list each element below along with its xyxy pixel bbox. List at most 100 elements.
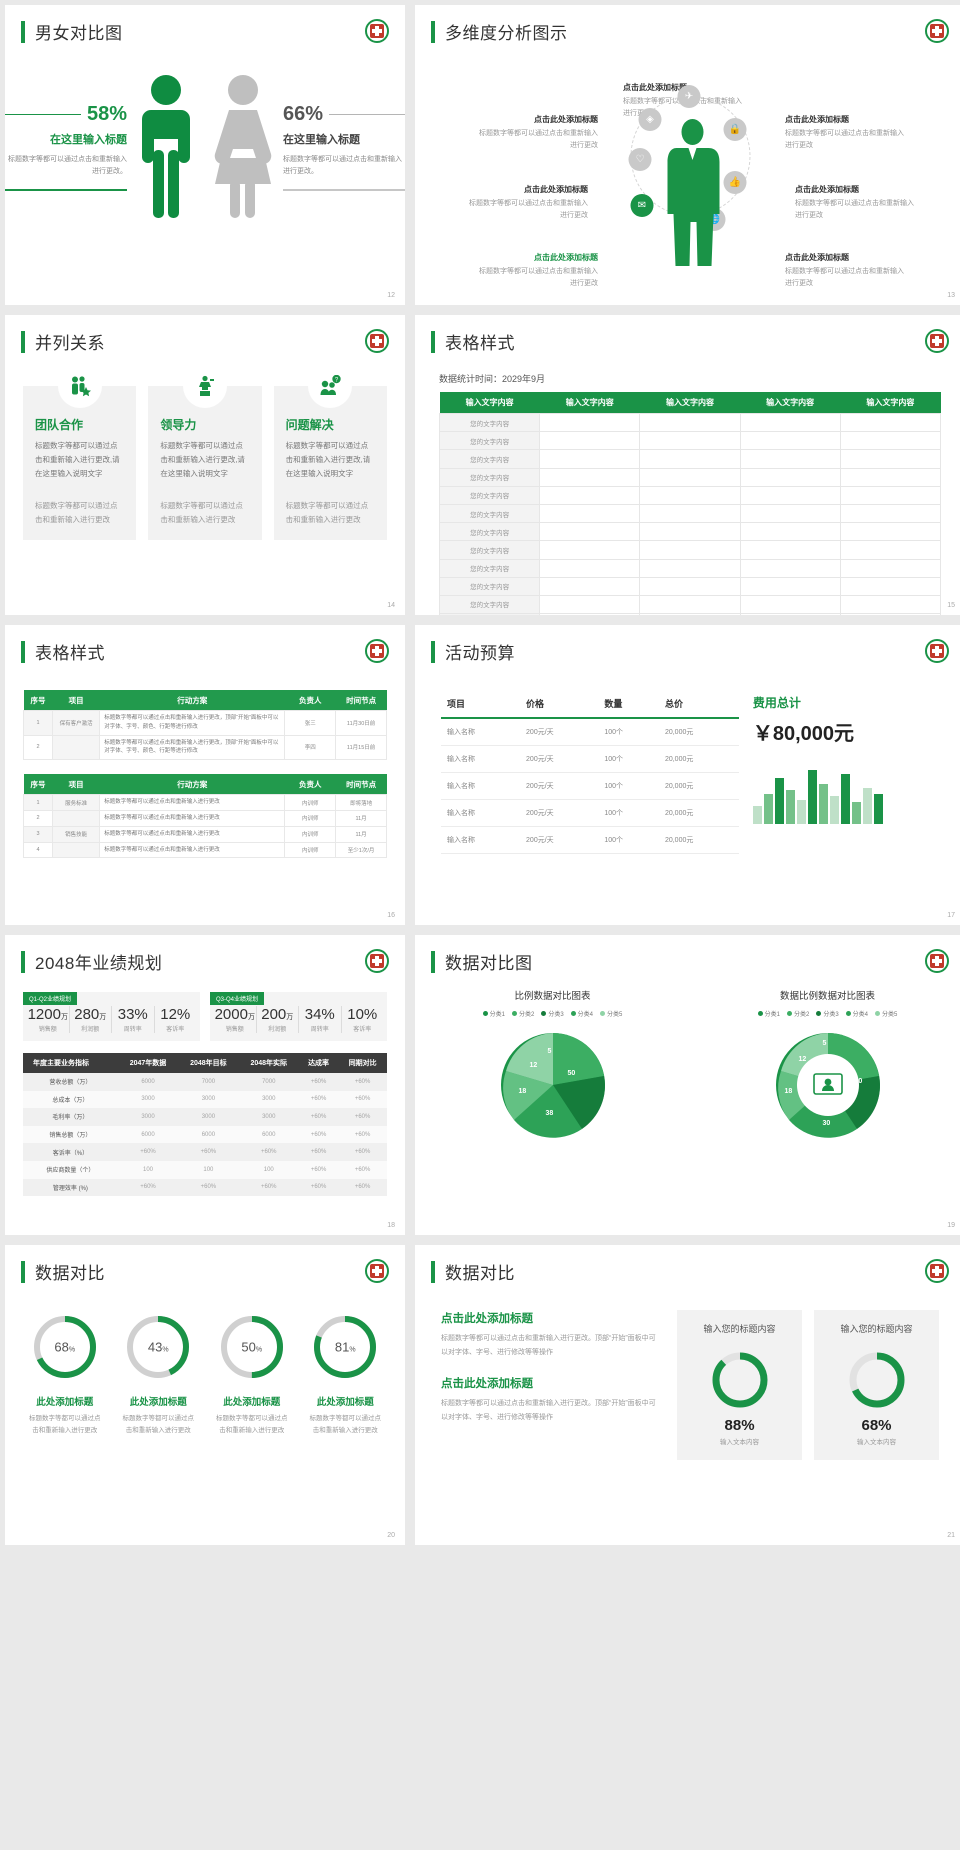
rocket-icon[interactable]: ✈	[677, 85, 701, 108]
donut-chart[interactable]: 50 30 18 12 5	[769, 1026, 887, 1144]
comparison-card[interactable]: 输入您的标题内容 88% 输入文本内容	[677, 1310, 803, 1460]
table-row[interactable]: 您的文字内容	[438, 522, 942, 542]
slide-multidimensional-analysis[interactable]: 多维度分析图示 点击此处添加标题 标题数字等都可以通过点击和重新输入进行更改 点…	[415, 5, 960, 305]
table-row[interactable]: 您的文字内容	[438, 412, 942, 433]
table-row[interactable]: 您的文字内容	[438, 594, 942, 615]
table-cell[interactable]	[539, 558, 641, 578]
table-cell[interactable]	[839, 576, 942, 596]
table-row[interactable]: 2 标题数字等都可以通过点击和重新输入进行更改 内训师 11月	[22, 809, 387, 827]
table-row[interactable]: 您的文字内容	[438, 431, 942, 451]
table-cell[interactable]	[739, 449, 841, 469]
table-cell[interactable]	[639, 540, 741, 560]
slide-data-comparison-cards[interactable]: 数据对比 点击此处添加标题 标题数字等都可以通过点击和重新输入进行更改。顶部“开始…	[415, 1245, 960, 1545]
parallel-card-leadership[interactable]: 领导力 标题数字等都可以通过点击和重新输入进行更改,请在这里输入说明文字 标题数…	[148, 364, 262, 541]
table-cell[interactable]	[839, 485, 942, 505]
table-cell[interactable]	[639, 503, 741, 524]
table-cell[interactable]	[739, 431, 841, 451]
table-cell[interactable]	[839, 431, 942, 451]
table-row[interactable]: 毛利率（万） 3000 3000 3000 +60% +60%	[23, 1108, 387, 1126]
table-row[interactable]: 总成本（万） 3000 3000 3000 +60% +60%	[23, 1090, 387, 1109]
slide-gender-comparison[interactable]: 男女对比图 58% 在这里输入标题 标题数字等都可以通过点击和重新输入进行更改。	[5, 5, 405, 305]
blank-data-table[interactable]: 输入文字内容 输入文字内容 输入文字内容 输入文字内容 输入文字内容 您的文字内容 您的文…	[438, 392, 942, 615]
heart-icon[interactable]: ♡	[628, 148, 652, 171]
budget-table[interactable]: 项目 价格 数量 总价 输入名称 200元/天 100个 20,000元 输入名称 200元/天…	[441, 690, 739, 854]
table-cell[interactable]	[839, 594, 942, 615]
annual-indicators-table[interactable]: 年度主要业务指标 2047年数据 2048年目标 2048年实际 达成率 同期对比 营收总…	[23, 1053, 387, 1197]
parallel-card-problem-solving[interactable]: ? 问题解决 标题数字等都可以通过点击和重新输入进行更改,请在这里输入说明文字 …	[273, 364, 387, 541]
table-cell[interactable]	[839, 449, 942, 469]
table-row[interactable]: 您的文字内容	[438, 613, 942, 615]
table-cell[interactable]	[539, 467, 641, 487]
table-cell[interactable]	[739, 540, 841, 560]
table-cell[interactable]	[639, 431, 741, 451]
table-cell[interactable]	[739, 558, 841, 578]
table-cell[interactable]	[539, 431, 641, 451]
slide-parallel-relationship[interactable]: 并列关系 团队合作 标题数字等都可以通过点击和重新输入进行更改,请在这里输入说明…	[5, 315, 405, 615]
table-row[interactable]: 您的文字内容	[438, 576, 942, 596]
table-row[interactable]: 1 服务标准 标题数字等都可以通过点击和重新输入进行更改 内训师 即将落地	[22, 794, 387, 811]
lock-icon[interactable]: 🔒	[723, 118, 747, 141]
table-cell[interactable]	[539, 613, 641, 615]
table-cell[interactable]	[539, 540, 641, 560]
table-cell[interactable]	[639, 558, 741, 578]
action-plan-table-1[interactable]: 序号 项目 行动方案 负责人 时间节点 1 保有客户激活 标题数字等都可以通过点击和重新输入…	[22, 690, 387, 761]
table-row[interactable]: 您的文字内容	[438, 558, 942, 578]
table-cell[interactable]	[539, 412, 641, 433]
table-cell[interactable]	[839, 467, 942, 487]
slide-table-style-blank[interactable]: 表格样式 数据统计时间：2029年9月 输入文字内容 输入文字内容 输入文字内容 输入…	[415, 315, 960, 615]
ring-stat[interactable]: 68% 此处添加标题 标题数字等都可以通过点击和重新输入进行更改	[21, 1314, 109, 1436]
parallel-card-teamwork[interactable]: 团队合作 标题数字等都可以通过点击和重新输入进行更改,请在这里输入说明文字 标题…	[23, 364, 137, 541]
kpi-box[interactable]: Q1-Q2业绩规划 1200万 销售额 280万 利润额 33% 周转率 12% 客诉率	[23, 992, 200, 1041]
table-row[interactable]: 客诉率（%） +60% +60% +60% +60% +60%	[23, 1143, 387, 1161]
ring-stat[interactable]: 81% 此处添加标题 标题数字等都可以通过点击和重新输入进行更改	[302, 1314, 390, 1436]
table-cell[interactable]	[839, 503, 942, 524]
slide-annual-business-plan[interactable]: 2048年业绩规划 Q1-Q2业绩规划 1200万 销售额 280万 利润额 33% 周转率…	[5, 935, 405, 1235]
md-label-3[interactable]: 点击此处添加标题 标题数字等都可以通过点击和重新输入进行更改	[463, 184, 588, 221]
table-cell[interactable]	[739, 412, 841, 433]
slide-data-comparison-charts[interactable]: 数据对比图 比例数据对比图表 分类1 分类2 分类3 分类4 分类5 50	[415, 935, 960, 1235]
table-cell[interactable]	[739, 522, 841, 542]
table-cell[interactable]	[539, 594, 641, 615]
table-cell[interactable]	[639, 485, 741, 505]
slide-table-style-action-plan[interactable]: 表格样式 序号 项目 行动方案 负责人 时间节点 1 保有客户激活 标题数字等都可以通过点击…	[5, 625, 405, 925]
mail-icon[interactable]: ✉	[630, 194, 654, 217]
table-cell[interactable]	[839, 540, 942, 560]
slide-activity-budget[interactable]: 活动预算 项目 价格 数量 总价 输入名称 200元/天 100个 20,000元 输入名称 2…	[415, 625, 960, 925]
table-cell[interactable]	[639, 412, 741, 433]
table-cell[interactable]	[839, 522, 942, 542]
table-cell[interactable]	[539, 522, 641, 542]
table-cell[interactable]	[739, 594, 841, 615]
table-row[interactable]: 您的文字内容	[438, 503, 942, 524]
table-cell[interactable]	[539, 449, 641, 469]
table-cell[interactable]	[539, 503, 641, 524]
table-cell[interactable]	[739, 613, 841, 615]
table-row[interactable]: 输入名称 200元/天 100个 20,000元	[441, 772, 739, 800]
md-label-5[interactable]: 点击此处添加标题 标题数字等都可以通过点击和重新输入进行更改	[785, 114, 910, 151]
table-cell[interactable]	[639, 522, 741, 542]
table-cell[interactable]	[739, 485, 841, 505]
md-label-6[interactable]: 点击此处添加标题 标题数字等都可以通过点击和重新输入进行更改	[795, 184, 920, 221]
table-row[interactable]: 输入名称 200元/天 100个 20,000元	[441, 799, 739, 827]
table-row[interactable]: 3 销售技能 标题数字等都可以通过点击和重新输入进行更改 内训师 11月	[22, 825, 387, 843]
kpi-box[interactable]: Q3-Q4业绩规划 2000万 销售额 200万 利润额 34% 周转率 10% 客诉率	[210, 992, 387, 1041]
pie-chart[interactable]: 50 38 18 12 5	[494, 1026, 612, 1144]
table-cell[interactable]	[639, 613, 741, 615]
table-cell[interactable]	[839, 412, 942, 433]
table-cell[interactable]	[539, 576, 641, 596]
table-row[interactable]: 管理效率 (%) +60% +60% +60% +60% +60%	[23, 1178, 387, 1197]
table-row[interactable]: 您的文字内容	[438, 467, 942, 487]
ring-stat[interactable]: 50% 此处添加标题 标题数字等都可以通过点击和重新输入进行更改	[208, 1314, 296, 1436]
table-cell[interactable]	[539, 485, 641, 505]
table-row[interactable]: 您的文字内容	[438, 485, 942, 505]
table-row[interactable]: 销售总额（万） 6000 6000 6000 +60% +60%	[23, 1125, 387, 1144]
table-row[interactable]: 您的文字内容	[438, 449, 942, 469]
action-plan-table-2[interactable]: 序号 项目 行动方案 负责人 时间节点 1 服务标准 标题数字等都可以通过点击和重新输入进行…	[22, 774, 387, 859]
table-cell[interactable]	[739, 467, 841, 487]
table-row[interactable]: 1 保有客户激活 标题数字等都可以通过点击和重新输入进行更改，顶部“开始”面板中可以…	[22, 710, 387, 736]
table-row[interactable]: 输入名称 200元/天 100个 20,000元	[441, 826, 739, 854]
thumbs-up-icon[interactable]: 👍	[723, 171, 747, 194]
md-label-7[interactable]: 点击此处添加标题 标题数字等都可以通过点击和重新输入进行更改	[785, 252, 910, 289]
table-cell[interactable]	[639, 449, 741, 469]
table-cell[interactable]	[839, 613, 942, 615]
table-cell[interactable]	[639, 467, 741, 487]
